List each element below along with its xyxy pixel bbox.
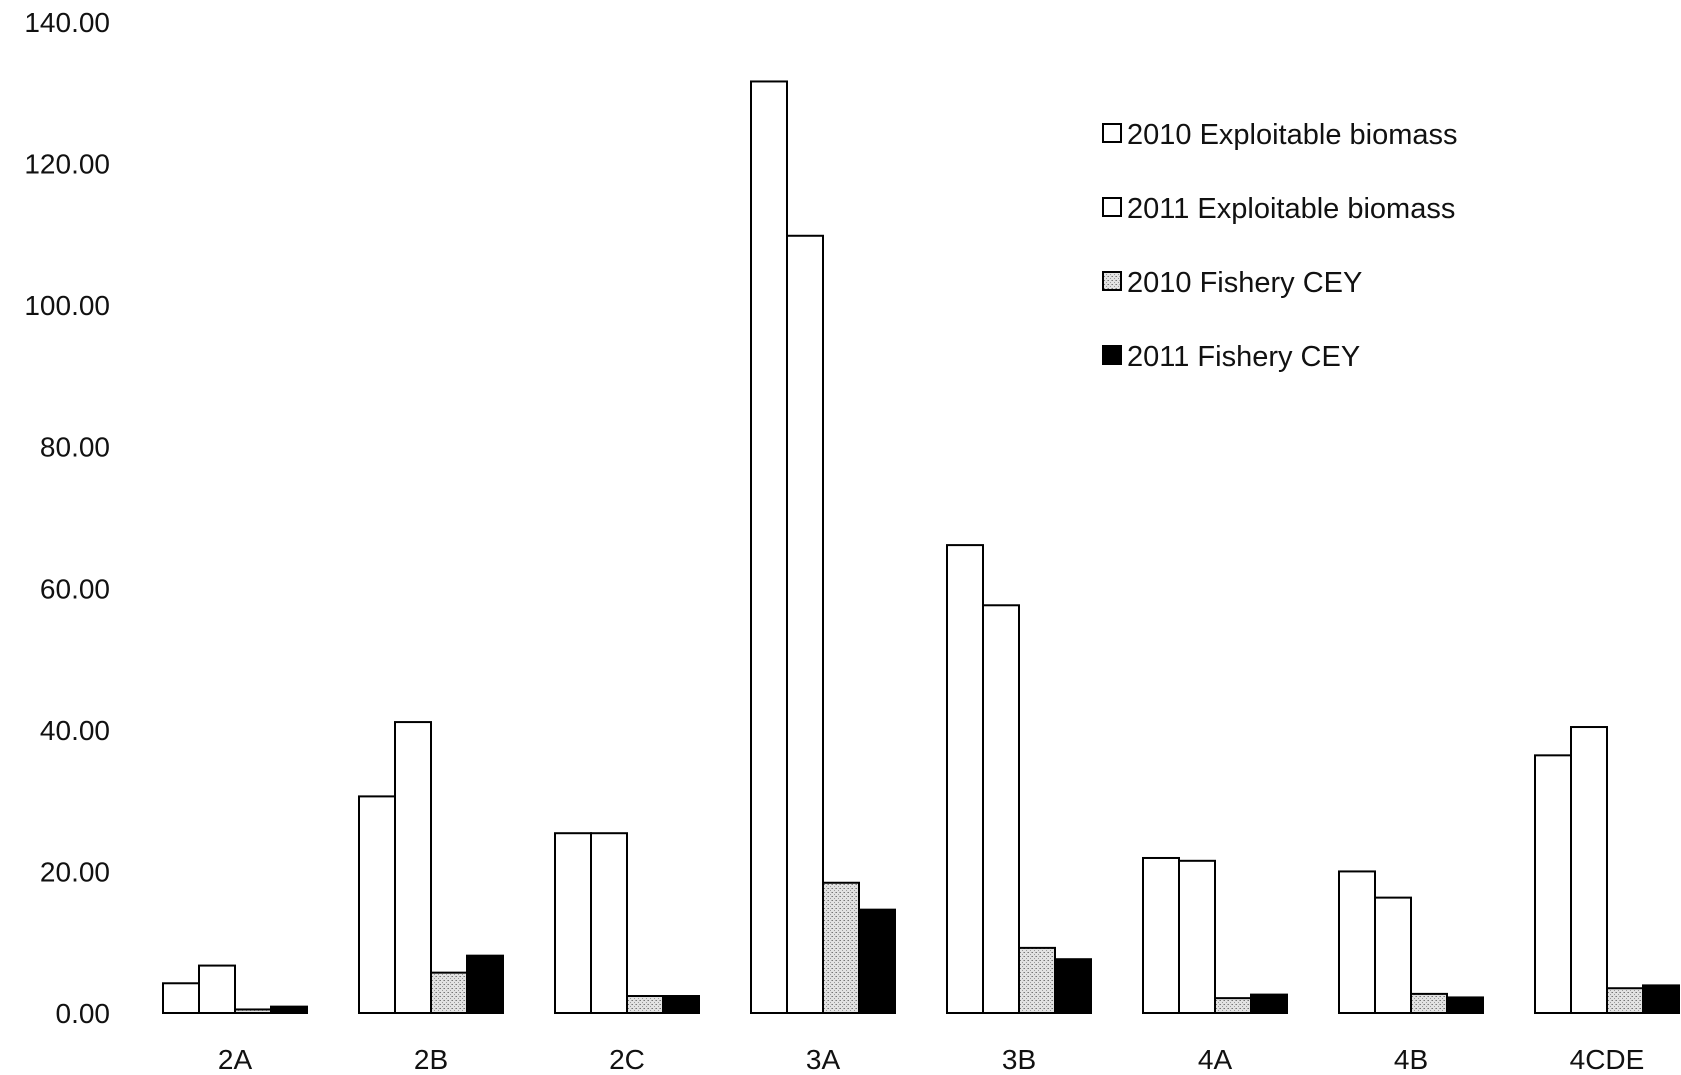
bars-group <box>162 80 1680 1015</box>
y-tick-label: 40.00 <box>40 715 110 746</box>
legend-swatch <box>1102 345 1122 365</box>
bar-4cde-series-1 <box>1570 726 1608 1014</box>
bar-2a-series-1 <box>198 964 236 1014</box>
x-category-label: 4B <box>1394 1044 1428 1075</box>
bar-2c-series-0 <box>554 832 592 1014</box>
bar-2c-series-1 <box>590 832 628 1014</box>
x-category-label: 4A <box>1198 1044 1233 1075</box>
bar-3a-series-2 <box>822 881 860 1014</box>
x-category-label: 3B <box>1002 1044 1036 1075</box>
legend-swatch <box>1102 271 1122 291</box>
bar-4b-series-0 <box>1338 870 1376 1015</box>
bar-3a-series-1 <box>786 234 824 1015</box>
bar-4cde-series-0 <box>1534 754 1572 1015</box>
bar-2a-series-2 <box>234 1008 272 1014</box>
legend-label: 2011 Fishery CEY <box>1127 341 1360 373</box>
bar-4a-series-1 <box>1178 859 1216 1015</box>
x-category-label: 2A <box>218 1044 253 1075</box>
legend-label: 2010 Fishery CEY <box>1127 267 1362 299</box>
bar-4a-series-0 <box>1142 856 1180 1015</box>
y-tick-label: 0.00 <box>56 998 111 1029</box>
y-tick-label: 80.00 <box>40 432 110 463</box>
bar-3b-series-2 <box>1018 946 1056 1014</box>
y-tick-label: 140.00 <box>24 7 110 38</box>
bar-2b-series-2 <box>430 971 468 1015</box>
bar-4b-series-3 <box>1446 996 1484 1014</box>
y-tick-label: 60.00 <box>40 573 110 604</box>
legend: 2010 Exploitable biomass 2011 Exploitable… <box>1102 119 1457 373</box>
bar-3b-series-0 <box>946 544 984 1015</box>
bar-2a-series-3 <box>270 1005 308 1014</box>
bar-2c-series-2 <box>626 995 664 1014</box>
bar-2b-series-3 <box>466 954 504 1015</box>
bar-4b-series-2 <box>1410 992 1448 1015</box>
bar-4a-series-2 <box>1214 997 1252 1015</box>
legend-swatch <box>1102 123 1122 143</box>
legend-swatch <box>1102 197 1122 217</box>
bar-4b-series-1 <box>1374 896 1412 1014</box>
bar-2a-series-0 <box>162 982 200 1015</box>
legend-label: 2010 Exploitable biomass <box>1127 119 1457 151</box>
y-axis-tick-labels: 0.00 20.00 40.00 60.00 80.00 100.00 120.00 140.… <box>24 7 110 1029</box>
y-tick-label: 100.00 <box>24 290 110 321</box>
y-tick-label: 20.00 <box>40 856 110 887</box>
bar-4a-series-3 <box>1250 993 1288 1014</box>
bar-2b-series-0 <box>358 795 396 1014</box>
x-axis-category-labels: 2A 2B 2C 3A 3B 4A 4B 4CDE <box>218 1044 1644 1075</box>
bar-3a-series-0 <box>750 80 788 1014</box>
bar-3b-series-1 <box>982 604 1020 1014</box>
x-category-label: 3A <box>806 1044 841 1075</box>
legend-label: 2011 Exploitable biomass <box>1127 193 1455 225</box>
bar-3a-series-3 <box>858 908 896 1014</box>
bar-4cde-series-3 <box>1642 984 1680 1014</box>
x-category-label: 2C <box>609 1044 645 1075</box>
x-category-label: 2B <box>414 1044 448 1075</box>
bar-2b-series-1 <box>394 721 432 1015</box>
bar-4cde-series-2 <box>1606 987 1644 1014</box>
bar-3b-series-3 <box>1054 958 1092 1015</box>
bar-2c-series-3 <box>662 995 700 1014</box>
x-category-label: 4CDE <box>1570 1044 1645 1075</box>
y-tick-label: 120.00 <box>24 149 110 180</box>
